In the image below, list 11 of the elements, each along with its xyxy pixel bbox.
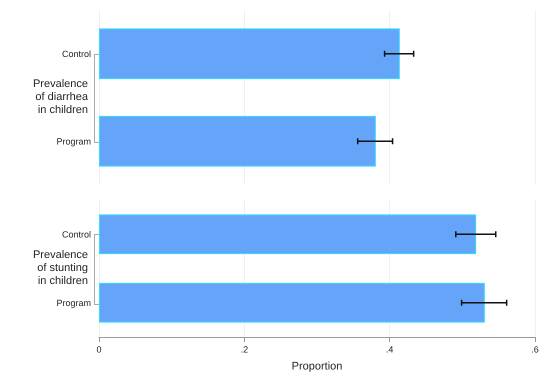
y-tick-label: Control bbox=[62, 48, 91, 59]
y-axis-title: Prevalence of diarrhea in children bbox=[32, 78, 88, 117]
y-tick-label: Control bbox=[62, 229, 91, 240]
x-axis-title: Proportion bbox=[292, 360, 342, 372]
x-tick-label: .2 bbox=[240, 344, 248, 354]
y-tick-label: Program bbox=[56, 298, 91, 308]
x-tick-label: .4 bbox=[386, 344, 394, 354]
x-tick-label: .6 bbox=[531, 344, 539, 354]
x-tick-label: 0 bbox=[96, 344, 102, 354]
y-tick-label: Program bbox=[56, 136, 91, 146]
y-axis-title: Prevalence of stunting in children bbox=[32, 249, 88, 288]
